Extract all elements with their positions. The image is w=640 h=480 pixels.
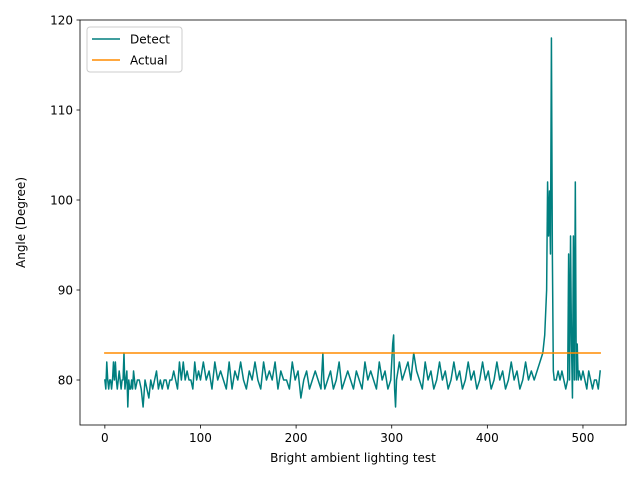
y-axis-label: Angle (Degree) xyxy=(14,177,28,268)
plot-area xyxy=(104,37,602,408)
y-tick-label: 120 xyxy=(50,14,73,28)
x-tick-label: 100 xyxy=(189,431,212,445)
x-tick-label: 200 xyxy=(285,431,308,445)
legend-label-actual: Actual xyxy=(130,54,168,68)
y-tick-label: 80 xyxy=(58,374,73,388)
x-tick-label: 0 xyxy=(101,431,109,445)
y-tick-label: 100 xyxy=(50,194,73,208)
axis-ticks: 0 100 200 300 400 500 80 90 100 110 120 xyxy=(50,14,594,446)
x-axis-label: Bright ambient lighting test xyxy=(270,451,436,465)
x-tick-label: 500 xyxy=(572,431,595,445)
y-tick-label: 110 xyxy=(50,104,73,118)
x-tick-label: 300 xyxy=(380,431,403,445)
legend-label-detect: Detect xyxy=(130,33,170,47)
x-tick-label: 400 xyxy=(476,431,499,445)
series-line-detect xyxy=(104,37,602,408)
y-tick-label: 90 xyxy=(58,284,73,298)
legend: Detect Actual xyxy=(86,26,183,73)
axes-frame xyxy=(79,19,627,426)
